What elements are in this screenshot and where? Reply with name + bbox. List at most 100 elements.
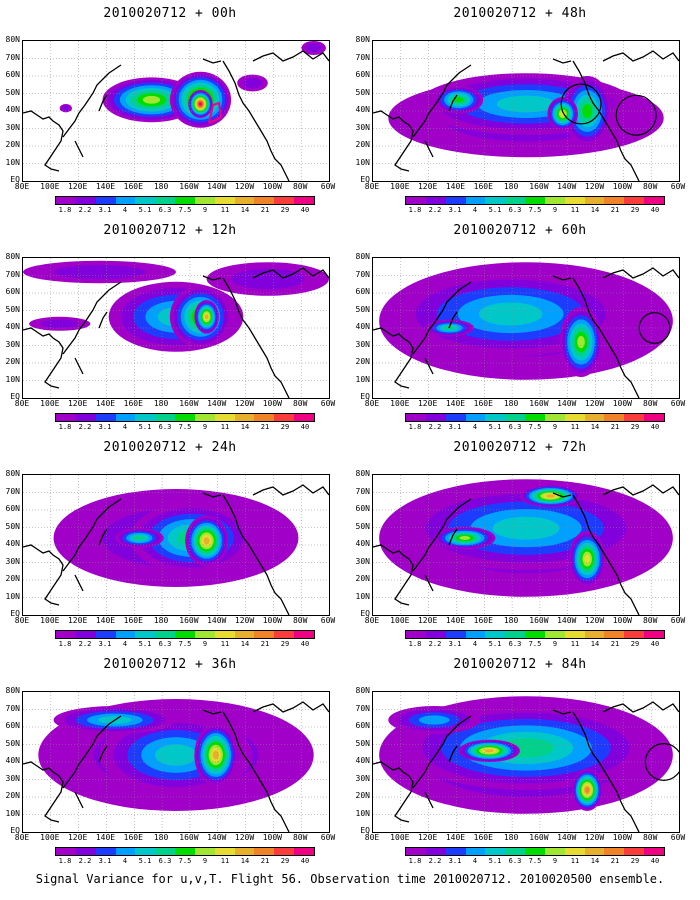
variance-contour (582, 104, 593, 118)
map-panel: 2010020712 + 12h 80N 70N 60N 50N 40N 30N 20N 10N… (0, 217, 340, 432)
colorbar-swatch (115, 631, 136, 638)
y-tick-label: EQ (10, 826, 20, 835)
colorbar-label: 40 (300, 206, 310, 214)
variance-contour (212, 750, 219, 760)
colorbar-label: 7.5 (528, 857, 542, 865)
x-tick-label: 80W (642, 182, 658, 191)
colorbar-swatch (274, 414, 295, 421)
colorbar-swatch (525, 414, 545, 421)
colorbar-label: 21 (610, 423, 620, 431)
variance-contour (484, 749, 494, 753)
y-tick-label: 10N (5, 591, 20, 601)
x-tick-label: 80E (14, 182, 30, 191)
colorbar-label: 4 (472, 206, 478, 214)
colorbar-swatch (465, 848, 486, 855)
y-tick-label: 80N (5, 469, 20, 478)
colorbar-label: 7.5 (178, 640, 192, 648)
y-tick-label: 50N (5, 87, 20, 97)
x-tick-label: 160W (529, 182, 549, 191)
panel-title: 2010020712 + 36h (103, 657, 237, 672)
y-tick-label: 10N (355, 591, 370, 601)
x-tick-label: 140E (445, 182, 466, 191)
colorbar-label: 11 (570, 857, 580, 865)
x-tick-label: 120E (67, 182, 88, 191)
colorbar-swatch (95, 414, 116, 421)
colorbar-swatch (485, 848, 506, 855)
colorbar-label: 40 (650, 857, 660, 865)
x-tick-label: 180 (503, 616, 519, 625)
colorbar-swatch (194, 631, 215, 638)
y-tick-label: 30N (5, 122, 20, 132)
y-tick-label: 80N (5, 252, 20, 261)
colorbar-label: 14 (590, 640, 600, 648)
colorbar-label: 21 (260, 206, 270, 214)
x-tick-label: 80E (364, 616, 380, 625)
x-tick-label: 60W (320, 833, 336, 842)
variance-contour (496, 95, 556, 113)
colorbar-label: 5.1 (488, 206, 502, 214)
colorbar-swatch (644, 414, 664, 421)
y-tick-label: 40N (355, 756, 370, 765)
colorbar-label: 2.2 (428, 423, 442, 431)
x-tick-label: 140E (95, 182, 116, 191)
y-tick-label: 60N (355, 287, 370, 296)
colorbar-swatch (115, 414, 136, 421)
x-tick-label: 80E (364, 399, 380, 408)
colorbar-label: 40 (300, 640, 310, 648)
x-tick-label: 100E (390, 399, 410, 408)
x-tick-label: 80W (292, 833, 308, 842)
x-tick-label: 140E (95, 616, 116, 625)
colorbar-swatch (624, 631, 645, 638)
y-tick-label: 20N (355, 574, 370, 583)
x-tick-label: 140W (557, 182, 577, 191)
colorbar-swatch (234, 631, 255, 638)
colorbar (55, 413, 315, 422)
colorbar-label: 11 (570, 206, 580, 214)
colorbar-swatch (644, 848, 664, 855)
y-tick-label: 50N (5, 738, 20, 748)
y-tick-label: EQ (10, 175, 20, 184)
colorbar-swatch (274, 631, 295, 638)
colorbar-swatch (294, 848, 314, 855)
colorbar-swatch (544, 197, 565, 204)
colorbar-label: 1.8 (58, 423, 72, 431)
colorbar (55, 196, 315, 205)
colorbar-swatch (505, 631, 526, 638)
y-tick-label: 10N (5, 374, 20, 384)
colorbar-label: 5.1 (488, 423, 502, 431)
colorbar-swatch (274, 197, 295, 204)
colorbar-label: 3.1 (98, 423, 112, 431)
colorbar-label: 9 (202, 206, 208, 214)
y-tick-label: EQ (10, 609, 20, 618)
colorbar-swatch (445, 197, 466, 204)
y-tick-label: 60N (355, 504, 370, 513)
colorbar-label: 6.3 (508, 423, 522, 431)
x-tick-label: 100W (612, 616, 632, 625)
colorbar-label: 11 (570, 423, 580, 431)
colorbar-label: 4 (122, 640, 128, 648)
colorbar-swatch (214, 414, 235, 421)
colorbar-swatch (155, 414, 176, 421)
colorbar-label: 1.8 (58, 640, 72, 648)
variance-contour (585, 787, 590, 793)
x-tick-label: 160E (123, 833, 143, 842)
x-tick-label: 160E (123, 616, 143, 625)
map-svg (373, 692, 679, 832)
map-svg (23, 258, 329, 398)
variance-contour (155, 744, 197, 766)
colorbar-swatch (406, 197, 426, 204)
y-tick-label: 50N (355, 521, 370, 531)
colorbar-swatch (75, 848, 96, 855)
variance-contour (53, 265, 146, 279)
y-tick-label: 10N (355, 808, 370, 818)
colorbar-label: 5.1 (138, 206, 152, 214)
colorbar-label: 3.1 (98, 640, 112, 648)
y-tick-label: EQ (360, 392, 370, 401)
x-tick-label: 100E (390, 833, 410, 842)
x-tick-label: 160E (123, 182, 143, 191)
colorbar-label: 29 (630, 640, 640, 648)
colorbar-swatch (175, 848, 195, 855)
coastline (23, 50, 329, 181)
observation-circle (615, 94, 657, 136)
x-tick-label: 120W (584, 833, 605, 842)
